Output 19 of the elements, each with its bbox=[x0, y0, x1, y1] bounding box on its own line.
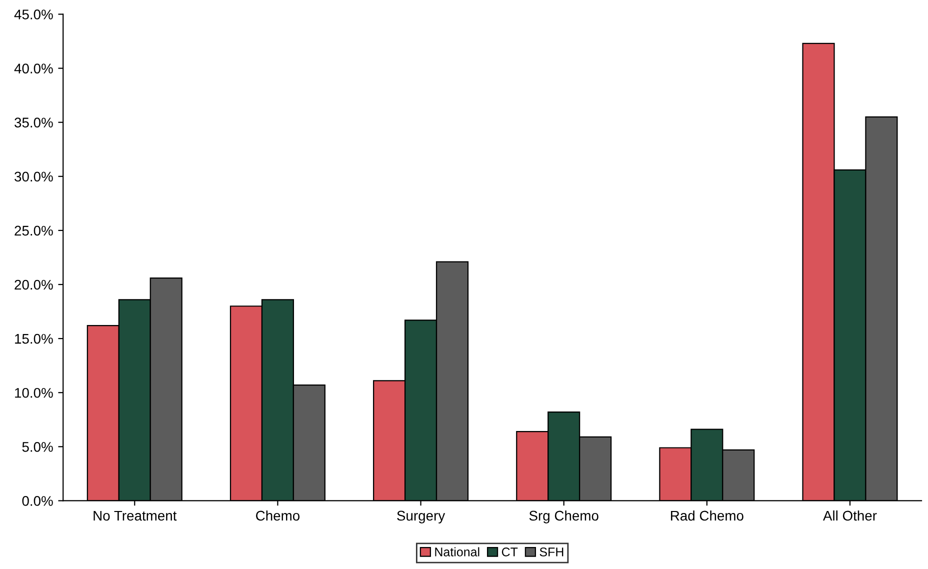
y-tick-label: 15.0% bbox=[15, 334, 53, 344]
y-tick-label: 10.0% bbox=[15, 388, 53, 398]
y-tick-label: 30.0% bbox=[14, 172, 53, 182]
legend-label: CT bbox=[502, 548, 518, 556]
y-tick-label: 35.0% bbox=[14, 118, 53, 128]
legend-label: SFH bbox=[540, 548, 564, 556]
x-tick-label: All Other bbox=[822, 510, 877, 521]
y-tick-label: 45.0% bbox=[14, 10, 53, 20]
y-tick-label: 20.0% bbox=[14, 280, 53, 290]
x-tick-label: Surgery bbox=[397, 510, 446, 524]
y-tick-label: 25.0% bbox=[14, 226, 53, 236]
x-tick-label: Rad Chemo bbox=[670, 510, 744, 521]
x-tick-label: No Treatment bbox=[94, 510, 177, 521]
legend-label: National bbox=[435, 547, 480, 556]
y-tick-label: 0.0% bbox=[22, 496, 53, 506]
y-tick-label: 40.0% bbox=[14, 64, 53, 74]
y-tick-label: 5.0% bbox=[22, 442, 53, 452]
x-tick-label: Srg Chemo bbox=[529, 510, 598, 524]
x-tick-label: Chemo bbox=[256, 510, 300, 521]
